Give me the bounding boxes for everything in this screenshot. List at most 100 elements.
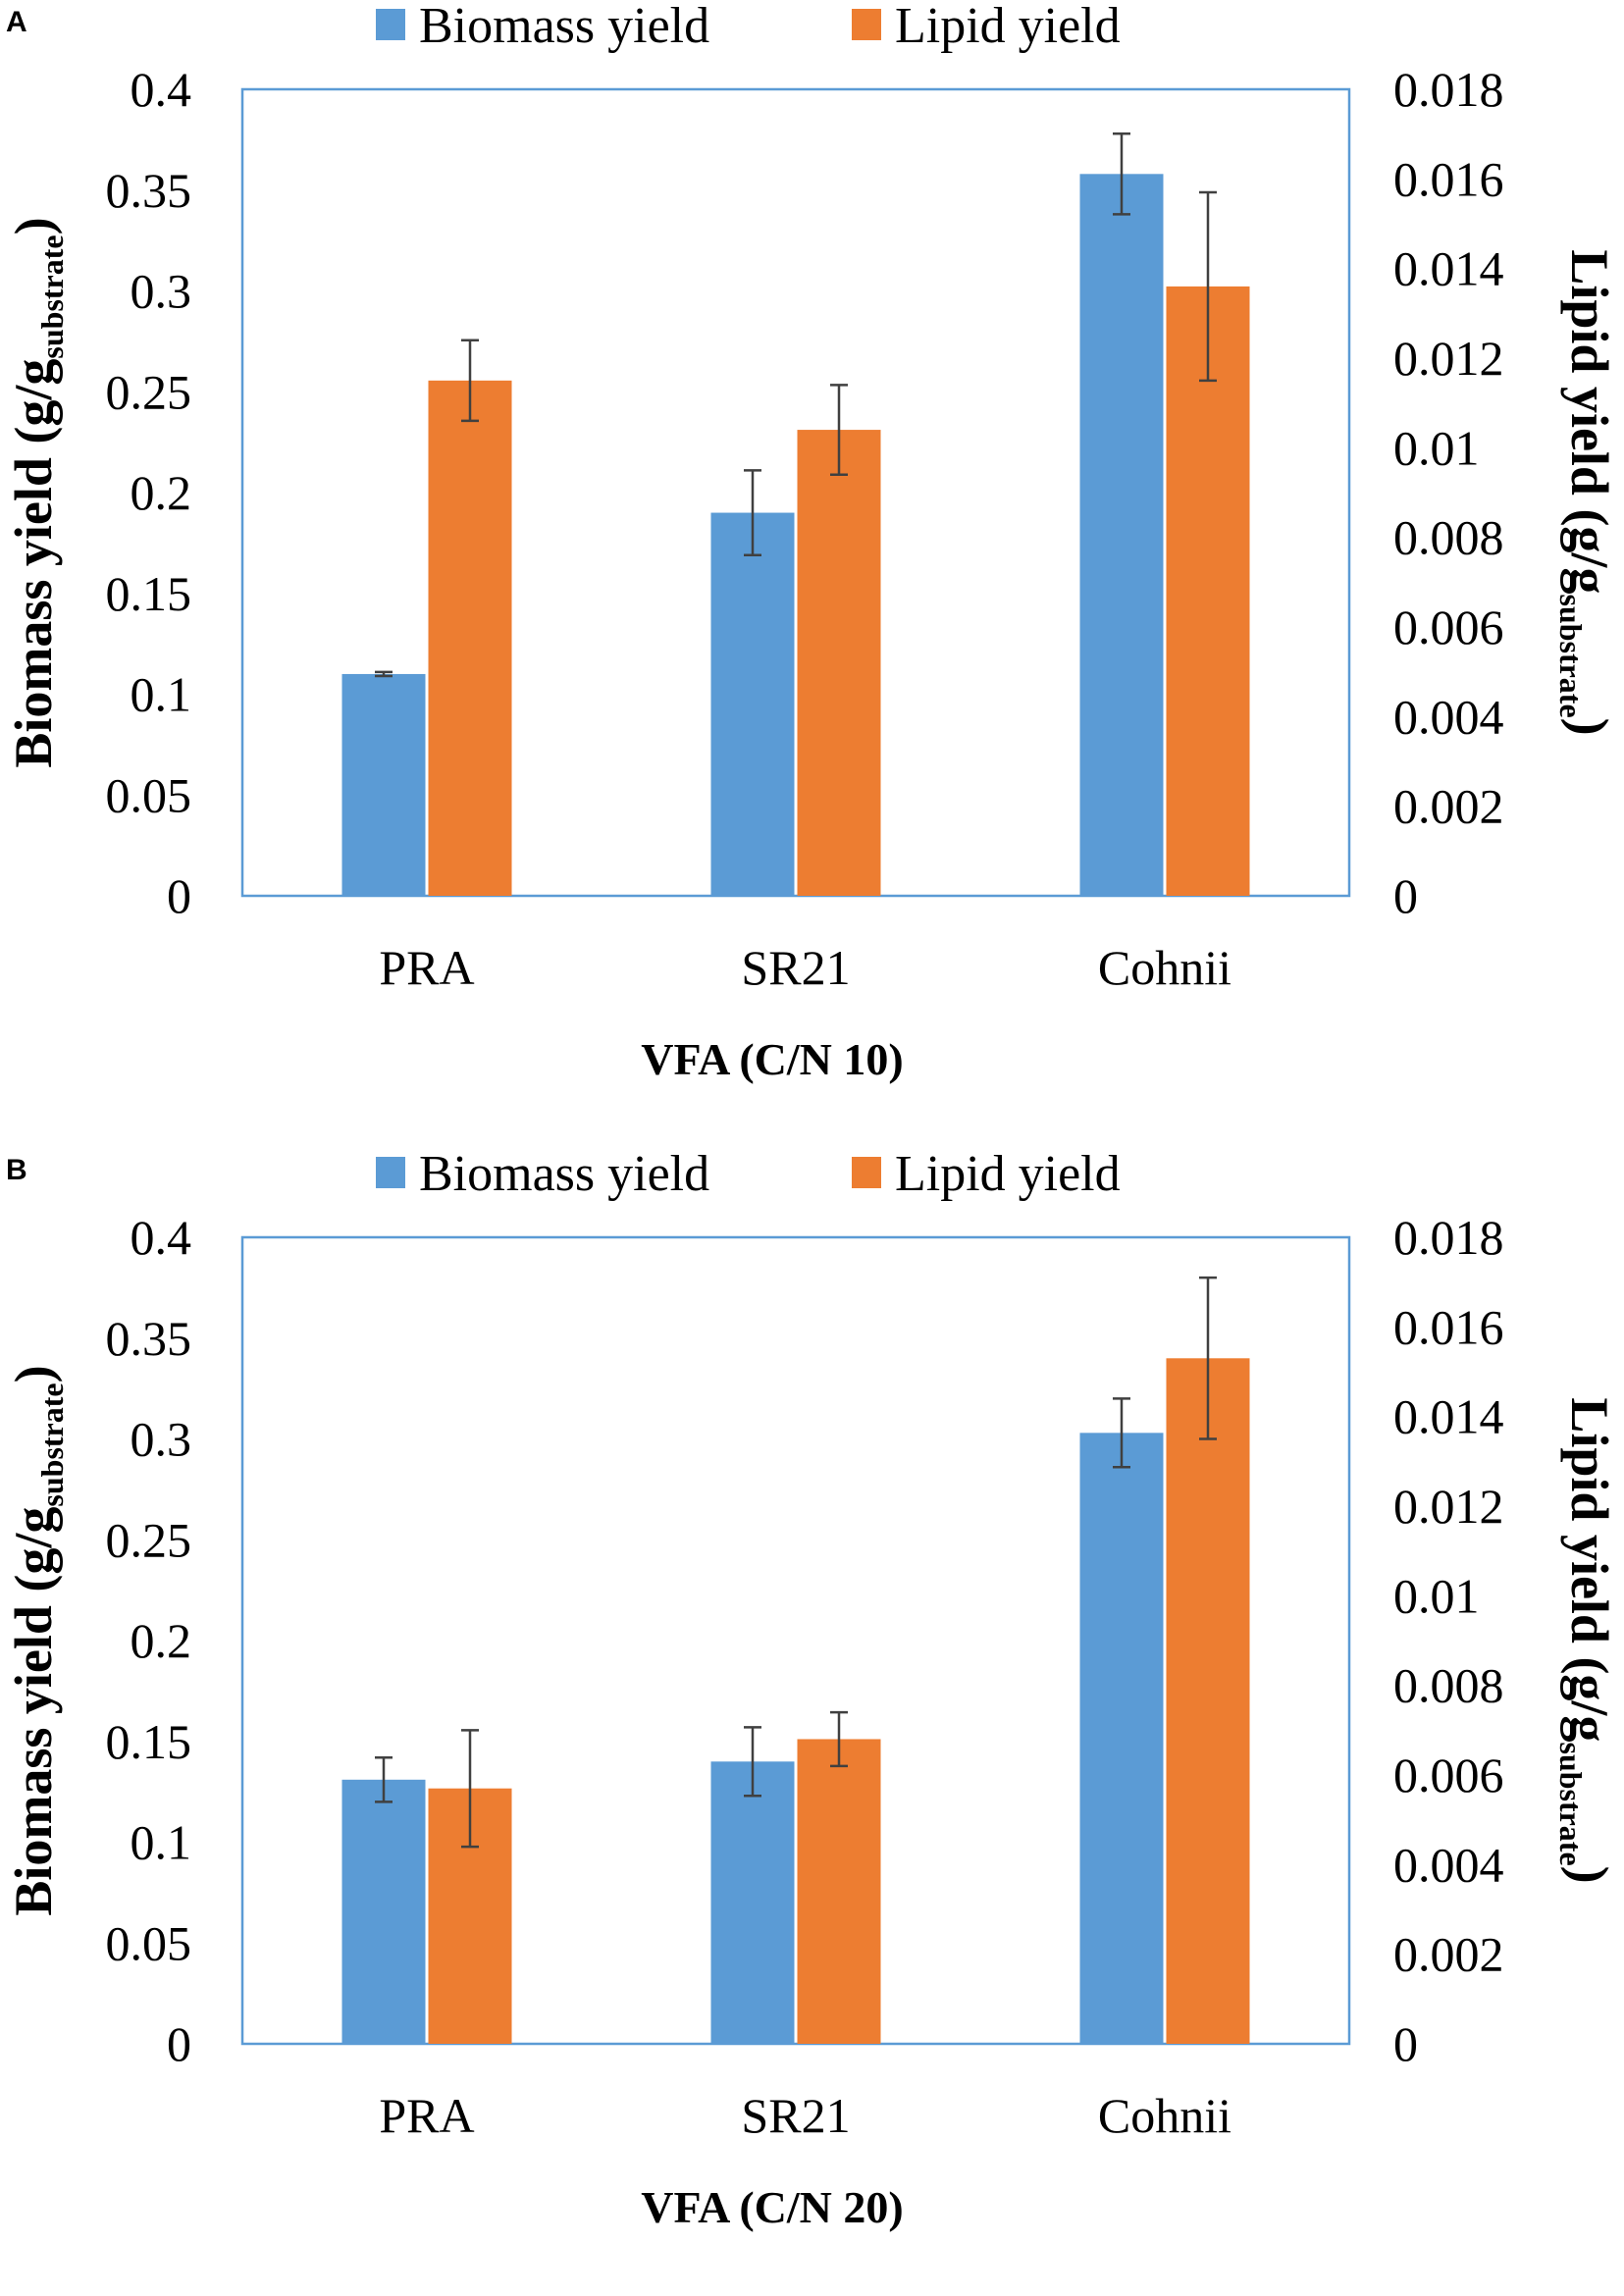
chart-panel-a: A Biomass yield Lipid yield 0 0.05 0.1 0.15 0.2… [4, 0, 1619, 1084]
error-bar-lipid [830, 384, 848, 476]
y-left-tick-label: 0.4 [131, 62, 192, 117]
legend-swatch-biomass [376, 9, 405, 40]
error-bar-biomass [1113, 1397, 1130, 1469]
error-bar-lipid [1199, 1276, 1217, 1440]
legend-swatch-lipid [852, 9, 881, 40]
legend: Biomass yield Lipid yield [376, 0, 1121, 54]
chart-a-svg: A Biomass yield Lipid yield 0 0.05 0.1 0.15 0.2… [4, 0, 1619, 1084]
error-bar-biomass [744, 469, 761, 556]
y-right-tick-label: 0.004 [1393, 689, 1504, 744]
y-right-tick-label: 0 [1393, 2016, 1418, 2071]
y-right-axis-title-main: Lipid yield (g/g [1560, 1397, 1619, 1742]
x-category-label: Cohnii [1098, 940, 1231, 995]
legend-label-lipid: Lipid yield [895, 1148, 1121, 1202]
x-axis-title: VFA (C/N 10) [641, 1034, 903, 1084]
bar-biomass [1079, 1433, 1164, 2044]
y-right-tick-label: 0.014 [1393, 241, 1504, 296]
y-left-tick-label: 0.2 [131, 1613, 192, 1668]
y-left-tick-label: 0 [167, 2016, 191, 2071]
x-axis-title: VFA (C/N 20) [641, 2182, 903, 2232]
error-bar-lipid [1199, 190, 1217, 383]
error-bar-biomass [375, 1755, 393, 1803]
y-right-tick-label: 0.002 [1393, 779, 1504, 834]
y-right-tick-label: 0.016 [1393, 1299, 1504, 1354]
y-right-tick-label: 0.01 [1393, 1568, 1480, 1623]
legend-swatch-lipid [852, 1157, 881, 1188]
plot-area-border [240, 87, 1351, 898]
y-left-axis-title-close: ) [4, 1365, 63, 1383]
y-right-tick-label: 0 [1393, 868, 1418, 923]
y-left-axis-title-main: Biomass yield (g/g [4, 1507, 63, 1916]
x-category-label: SR21 [741, 940, 850, 995]
error-bar-lipid [830, 1710, 848, 1768]
y-left-tick-label: 0 [167, 868, 191, 923]
chart-b-svg: B Biomass yield Lipid yield 0 0.05 0.1 0.15 0.2… [4, 1148, 1619, 2232]
y-left-tick-label: 0.35 [106, 1311, 192, 1366]
y-right-axis-title: Lipid yield (g/gsubstrate) [1553, 1397, 1619, 1883]
y-right-tick-label: 0.006 [1393, 600, 1504, 654]
legend-label-lipid: Lipid yield [895, 0, 1121, 54]
y-left-tick-label: 0.05 [106, 1915, 192, 1970]
y-right-tick-label: 0.018 [1393, 1210, 1504, 1265]
y-right-tick-label: 0.012 [1393, 331, 1504, 386]
legend-item: Lipid yield [852, 1148, 1121, 1202]
y-left-axis-title-close: ) [4, 217, 63, 235]
x-category-label: PRA [379, 940, 474, 995]
y-left-axis-title-main: Biomass yield (g/g [4, 359, 63, 768]
bar-lipid [1166, 1358, 1250, 2044]
panel-letter: A [6, 6, 27, 38]
bar-biomass [341, 1779, 426, 2044]
bar-lipid [797, 1739, 881, 2044]
legend-item: Biomass yield [376, 1148, 709, 1202]
y-left-tick-label: 0.25 [106, 364, 192, 419]
bar-lipid [797, 430, 881, 896]
error-bar-biomass [744, 1726, 761, 1798]
y-left-tick-label: 0.1 [131, 1815, 192, 1870]
y-left-tick-label: 0.35 [106, 163, 192, 218]
legend-item: Lipid yield [852, 0, 1121, 54]
x-category-label: SR21 [741, 2088, 850, 2143]
bar-biomass [1079, 174, 1164, 896]
bar-lipid [428, 380, 512, 896]
bar-biomass [710, 1761, 795, 2044]
y-right-axis-title-main: Lipid yield (g/g [1560, 249, 1619, 594]
y-right-tick-label: 0.008 [1393, 510, 1504, 565]
y-right-tick-label: 0.018 [1393, 62, 1504, 117]
y-right-axis-title-sub: substrate [1553, 1742, 1589, 1865]
y-right-tick-label: 0.006 [1393, 1748, 1504, 1802]
y-left-tick-label: 0.4 [131, 1210, 192, 1265]
y-right-axis-title-close: ) [1560, 1866, 1619, 1884]
y-left-tick-label: 0.15 [106, 566, 192, 621]
y-left-axis-title: Biomass yield (g/gsubstrate) [4, 1365, 70, 1915]
y-right-axis-title-close: ) [1560, 718, 1619, 736]
error-bar-biomass [1113, 131, 1130, 216]
y-right-axis-title: Lipid yield (g/gsubstrate) [1553, 249, 1619, 735]
error-bar-lipid [461, 1729, 479, 1849]
y-left-tick-label: 0.1 [131, 667, 192, 722]
legend: Biomass yield Lipid yield [376, 1148, 1121, 1202]
panel-letter: B [6, 1154, 27, 1186]
legend-swatch-biomass [376, 1157, 405, 1188]
bar-biomass [710, 512, 795, 896]
bar-biomass [341, 673, 426, 896]
y-left-tick-label: 0.05 [106, 767, 192, 822]
y-left-axis-title: Biomass yield (g/gsubstrate) [4, 217, 70, 767]
y-left-tick-label: 0.15 [106, 1714, 192, 1769]
y-right-tick-label: 0.004 [1393, 1837, 1504, 1892]
bar-lipid [1166, 286, 1250, 896]
y-left-tick-label: 0.25 [106, 1512, 192, 1567]
y-left-axis-title-sub: substrate [34, 235, 70, 358]
y-left-tick-label: 0.3 [131, 264, 192, 319]
y-right-tick-label: 0.01 [1393, 420, 1480, 475]
y-left-tick-label: 0.3 [131, 1412, 192, 1467]
y-right-tick-label: 0.014 [1393, 1389, 1504, 1444]
legend-label-biomass: Biomass yield [419, 0, 709, 54]
error-bar-lipid [461, 339, 479, 423]
x-category-label: Cohnii [1098, 2088, 1231, 2143]
y-right-axis-title-sub: substrate [1553, 594, 1589, 717]
legend-label-biomass: Biomass yield [419, 1148, 709, 1202]
chart-panel-b: B Biomass yield Lipid yield 0 0.05 0.1 0.15 0.2… [0, 1148, 1624, 2296]
y-right-tick-label: 0.016 [1393, 151, 1504, 206]
y-right-tick-label: 0.002 [1393, 1927, 1504, 1982]
y-right-tick-label: 0.012 [1393, 1479, 1504, 1534]
